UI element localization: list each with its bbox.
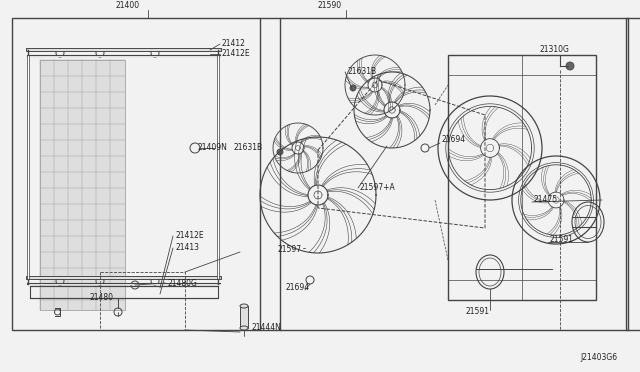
- Circle shape: [566, 62, 574, 70]
- Text: 21444N: 21444N: [252, 324, 282, 333]
- Bar: [280, 18, 628, 330]
- Text: 21631B: 21631B: [347, 67, 376, 77]
- Bar: [30, 286, 218, 298]
- Text: 21597: 21597: [278, 246, 302, 254]
- Circle shape: [350, 85, 356, 91]
- Text: 21412E: 21412E: [222, 49, 251, 58]
- Text: 21590: 21590: [318, 1, 342, 10]
- Text: 21591: 21591: [466, 308, 490, 317]
- Text: 21480: 21480: [90, 294, 114, 302]
- Text: 21591: 21591: [550, 235, 574, 244]
- Text: 21409N: 21409N: [197, 144, 227, 153]
- Bar: [40, 60, 125, 310]
- Text: 21310G: 21310G: [540, 45, 570, 55]
- Text: 21412: 21412: [222, 39, 246, 48]
- Bar: [448, 55, 596, 300]
- Text: 21480G: 21480G: [167, 279, 197, 288]
- Text: 21694: 21694: [442, 135, 466, 144]
- Text: 21400: 21400: [116, 1, 140, 10]
- Text: J21403G6: J21403G6: [580, 353, 617, 362]
- Text: 21631B: 21631B: [234, 144, 263, 153]
- Text: 21694: 21694: [285, 283, 309, 292]
- Text: 21597+A: 21597+A: [360, 183, 396, 192]
- Circle shape: [277, 149, 283, 155]
- Text: 21412E: 21412E: [175, 231, 204, 241]
- Text: 21475: 21475: [534, 196, 558, 205]
- Bar: [240, 306, 248, 328]
- Bar: [626, 18, 640, 330]
- Bar: [12, 18, 260, 330]
- Text: 21413: 21413: [175, 244, 199, 253]
- Ellipse shape: [240, 304, 248, 308]
- Ellipse shape: [240, 326, 248, 330]
